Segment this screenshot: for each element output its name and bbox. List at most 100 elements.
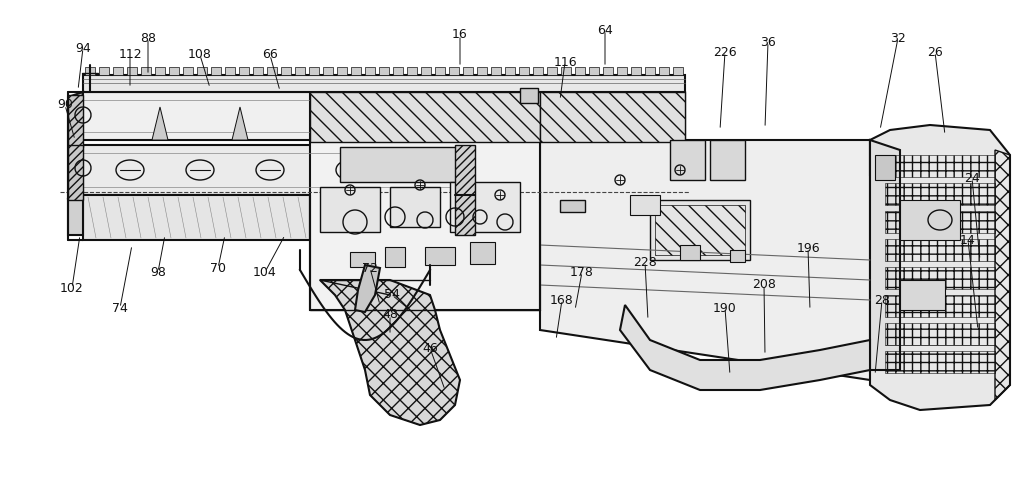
Bar — [68, 145, 83, 200]
Bar — [390, 187, 440, 227]
Polygon shape — [870, 140, 900, 370]
Bar — [561, 67, 571, 75]
Bar — [534, 67, 543, 75]
Bar — [385, 247, 406, 267]
Bar — [630, 195, 660, 215]
Bar — [885, 155, 995, 177]
Bar — [900, 200, 961, 240]
Polygon shape — [870, 125, 1010, 410]
Bar — [211, 67, 221, 75]
Bar — [520, 88, 538, 103]
Text: 98: 98 — [151, 266, 166, 278]
Bar — [393, 67, 403, 75]
Text: 72: 72 — [362, 262, 378, 275]
Text: 116: 116 — [553, 56, 577, 68]
Bar — [589, 67, 599, 75]
Text: 48: 48 — [382, 308, 398, 321]
Text: 190: 190 — [713, 302, 737, 314]
Bar — [83, 92, 685, 140]
Bar — [435, 67, 445, 75]
Bar — [490, 67, 501, 75]
Bar — [730, 250, 745, 262]
Bar — [340, 147, 460, 182]
Bar — [351, 67, 361, 75]
Bar — [885, 267, 995, 289]
Bar — [68, 95, 83, 147]
Bar — [127, 67, 137, 75]
Text: 28: 28 — [874, 294, 890, 307]
Text: 70: 70 — [210, 262, 226, 275]
Bar — [281, 67, 291, 75]
Bar — [83, 75, 685, 92]
Bar — [575, 67, 585, 75]
Bar — [455, 145, 475, 235]
Bar — [710, 140, 745, 180]
Text: 104: 104 — [253, 266, 276, 278]
Bar — [267, 67, 278, 75]
Text: 54: 54 — [384, 288, 400, 302]
Bar — [425, 247, 455, 265]
Bar — [540, 92, 685, 142]
Bar — [519, 67, 529, 75]
Bar — [310, 92, 540, 142]
Bar — [547, 67, 557, 75]
Bar — [505, 67, 515, 75]
Bar — [885, 295, 995, 317]
Bar — [885, 239, 995, 261]
Polygon shape — [355, 265, 380, 312]
Bar — [463, 67, 473, 75]
Text: 208: 208 — [752, 278, 776, 291]
Text: 64: 64 — [597, 24, 613, 36]
Bar — [874, 155, 895, 180]
Bar — [631, 67, 641, 75]
Text: 36: 36 — [760, 35, 776, 49]
Bar — [141, 67, 151, 75]
Bar — [645, 67, 655, 75]
Bar — [407, 67, 417, 75]
Bar — [603, 67, 613, 75]
Text: 226: 226 — [713, 45, 737, 59]
Bar — [197, 67, 207, 75]
Text: 16: 16 — [453, 29, 468, 41]
Bar — [659, 67, 669, 75]
Text: 168: 168 — [550, 294, 573, 307]
Polygon shape — [232, 107, 248, 140]
Bar — [450, 182, 520, 232]
Bar — [477, 67, 487, 75]
Text: 14: 14 — [961, 234, 976, 246]
Bar — [449, 67, 459, 75]
Bar — [365, 67, 375, 75]
Text: 94: 94 — [75, 41, 91, 55]
Text: 178: 178 — [570, 266, 594, 278]
Bar — [617, 67, 627, 75]
Polygon shape — [620, 305, 870, 390]
Polygon shape — [540, 92, 874, 380]
Bar — [295, 67, 305, 75]
Bar — [310, 92, 540, 310]
Text: 74: 74 — [112, 302, 128, 314]
Text: 32: 32 — [890, 31, 906, 44]
Bar — [225, 67, 234, 75]
Bar — [323, 67, 333, 75]
Bar — [421, 67, 431, 75]
Text: 24: 24 — [965, 172, 980, 184]
Bar — [900, 280, 945, 310]
Bar — [885, 351, 995, 373]
Text: 88: 88 — [140, 31, 156, 44]
Bar — [83, 145, 470, 195]
Bar — [470, 242, 495, 264]
Polygon shape — [312, 107, 328, 140]
Bar — [83, 195, 310, 240]
Bar — [253, 67, 263, 75]
Text: 228: 228 — [633, 255, 656, 269]
Bar — [379, 67, 389, 75]
Bar — [560, 200, 585, 212]
Text: 46: 46 — [422, 341, 438, 355]
Bar — [670, 140, 705, 180]
Bar — [99, 67, 109, 75]
Text: 196: 196 — [797, 242, 820, 254]
Bar — [239, 67, 249, 75]
Bar — [169, 67, 179, 75]
Bar — [113, 67, 123, 75]
Bar — [885, 183, 995, 205]
